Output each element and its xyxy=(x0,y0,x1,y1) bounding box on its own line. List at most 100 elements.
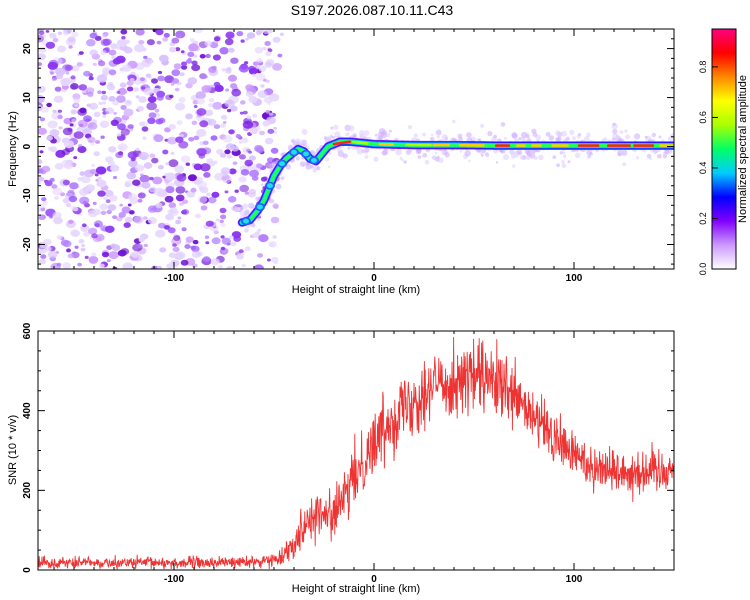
noise-speckle xyxy=(257,253,264,258)
noise-speckle xyxy=(175,136,184,143)
ridge-halo xyxy=(644,135,648,139)
noise-speckle xyxy=(186,59,192,64)
snr-panel: -100 0 100 0 200 400 600 Height of straight li… xyxy=(7,322,675,595)
ridge-halo xyxy=(520,131,528,139)
noise-speckle xyxy=(204,40,213,47)
noise-speckle xyxy=(100,94,108,101)
noise-speckle xyxy=(254,145,264,152)
noise-speckle xyxy=(133,215,144,224)
noise-speckle xyxy=(88,210,98,218)
noise-speckle xyxy=(268,198,275,204)
noise-speckle xyxy=(210,258,220,266)
noise-speckle xyxy=(168,123,176,130)
noise-speckle xyxy=(239,111,244,115)
noise-speckle xyxy=(188,43,199,52)
noise-speckle xyxy=(122,262,133,269)
noise-speckle xyxy=(168,202,177,209)
noise-speckle xyxy=(222,121,227,124)
noise-speckle xyxy=(55,73,64,80)
noise-speckle xyxy=(138,96,147,103)
noise-speckle xyxy=(215,218,220,222)
ridge-halo xyxy=(374,133,378,137)
noise-speckle xyxy=(255,73,266,81)
noise-speckle xyxy=(176,174,187,182)
noise-speckle xyxy=(178,141,189,149)
ridge-halo xyxy=(242,203,249,209)
ridge-halo xyxy=(658,135,662,139)
noise-speckle xyxy=(252,113,258,118)
noise-speckle xyxy=(252,61,259,66)
noise-speckle xyxy=(107,160,116,166)
ridge-halo xyxy=(312,168,317,173)
noise-speckle xyxy=(61,148,70,156)
ridge-halo xyxy=(342,153,348,159)
noise-speckle xyxy=(116,95,126,103)
snr-y-tick-label: 400 xyxy=(22,402,33,419)
ridge-halo xyxy=(301,128,308,135)
noise-speckle xyxy=(153,187,165,196)
noise-speckle xyxy=(80,224,90,232)
noise-speckle xyxy=(241,138,249,144)
noise-speckle xyxy=(169,94,174,99)
ridge-halo xyxy=(468,159,471,163)
noise-speckle xyxy=(268,93,280,102)
noise-speckle xyxy=(173,235,181,242)
ridge-halo xyxy=(399,156,403,161)
ridge-halo xyxy=(388,129,392,133)
spectrogram-noise-cloud xyxy=(38,29,284,269)
ridge-halo xyxy=(457,133,463,139)
noise-speckle xyxy=(205,220,214,227)
noise-speckle xyxy=(171,69,181,77)
noise-speckle xyxy=(78,51,84,55)
noise-speckle xyxy=(171,37,180,44)
ridge-halo xyxy=(559,151,564,155)
noise-speckle xyxy=(71,65,80,72)
noise-speckle xyxy=(213,36,221,42)
noise-speckle xyxy=(108,251,119,260)
noise-speckle xyxy=(115,151,124,159)
noise-speckle xyxy=(172,246,180,253)
ridge-halo xyxy=(670,132,674,139)
noise-speckle xyxy=(45,30,50,33)
noise-speckle xyxy=(110,43,118,50)
noise-speckle xyxy=(129,78,135,82)
noise-speckle xyxy=(269,242,275,247)
noise-speckle xyxy=(68,45,73,49)
noise-speckle xyxy=(176,120,183,126)
noise-speckle xyxy=(52,211,62,220)
noise-speckle xyxy=(151,157,159,164)
noise-speckle xyxy=(231,205,238,212)
noise-speckle xyxy=(211,191,220,198)
noise-speckle xyxy=(249,155,256,161)
noise-speckle xyxy=(127,203,132,207)
noise-speckle xyxy=(170,82,175,86)
noise-speckle xyxy=(167,227,176,234)
noise-speckle xyxy=(225,31,235,39)
noise-speckle xyxy=(208,98,215,103)
ridge-halo xyxy=(518,137,522,141)
ridge-blob-core xyxy=(257,204,263,210)
noise-speckle xyxy=(191,251,201,258)
noise-speckle xyxy=(71,118,77,123)
noise-speckle xyxy=(121,206,131,214)
noise-speckle xyxy=(196,147,207,156)
noise-speckle xyxy=(96,179,107,188)
noise-speckle xyxy=(99,203,108,211)
noise-speckle xyxy=(116,90,121,94)
noise-speckle xyxy=(150,207,154,211)
noise-speckle xyxy=(51,77,57,82)
ridge-halo xyxy=(294,138,301,145)
ridge-halo xyxy=(519,155,525,160)
noise-speckle xyxy=(156,265,162,269)
ridge-halo xyxy=(619,130,624,135)
ridge-halo xyxy=(479,150,485,155)
noise-speckle xyxy=(66,248,71,253)
noise-speckle xyxy=(102,101,107,105)
noise-speckle xyxy=(156,40,162,45)
ridge-halo xyxy=(569,129,575,135)
noise-speckle xyxy=(189,38,195,42)
noise-speckle xyxy=(42,200,48,206)
noise-speckle xyxy=(38,215,45,221)
noise-speckle xyxy=(207,118,217,126)
noise-speckle xyxy=(97,190,106,197)
